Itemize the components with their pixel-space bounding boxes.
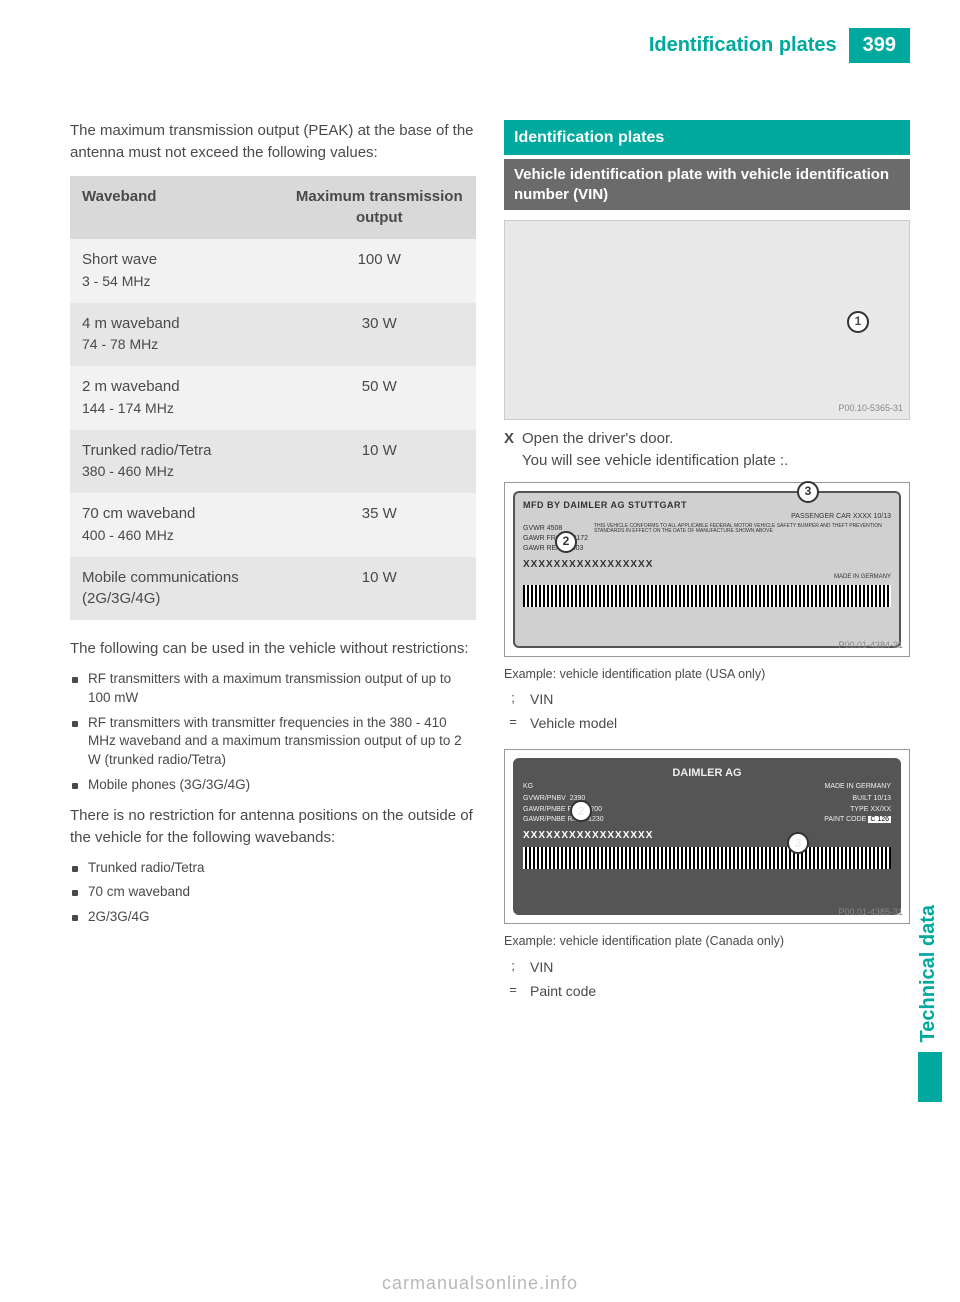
para-unrestricted: The following can be used in the vehicle… <box>70 638 476 660</box>
side-tab-label: Technical data <box>917 905 940 1042</box>
cell-label: 4 m waveband74 - 78 MHz <box>70 303 283 367</box>
cell-label: Short wave3 - 54 MHz <box>70 239 283 303</box>
barcode <box>523 847 891 869</box>
list-item: RF transmitters with transmitter frequen… <box>70 714 476 771</box>
bullet-list-1: RF transmitters with a maximum transmiss… <box>70 670 476 795</box>
footer-watermark: carmanualsonline.info <box>0 1273 960 1294</box>
table-row: Trunked radio/Tetra380 - 460 MHz 10 W <box>70 430 476 494</box>
figure-door: 1 P00.10-5365-31 <box>504 220 910 420</box>
legend-item: =Paint code <box>504 981 910 1001</box>
waveband-table: Waveband Maximum transmission output Sho… <box>70 176 476 621</box>
page: Identification plates 399 The maximum tr… <box>0 0 960 1302</box>
list-item: Trunked radio/Tetra <box>70 859 476 878</box>
th-output: Maximum transmission output <box>283 176 476 240</box>
intro-text: The maximum transmission output (PEAK) a… <box>70 120 476 164</box>
th-waveband: Waveband <box>70 176 283 240</box>
callout-3: 3 <box>797 481 819 503</box>
bullet-list-2: Trunked radio/Tetra 70 cm waveband 2G/3G… <box>70 859 476 928</box>
legend-item: =Vehicle model <box>504 713 910 733</box>
table-row: 70 cm waveband400 - 460 MHz 35 W <box>70 493 476 557</box>
figure-ref: P00.01-4385-31 <box>838 906 903 919</box>
cell-label: 2 m waveband144 - 174 MHz <box>70 366 283 430</box>
para-antenna: There is no restriction for antenna posi… <box>70 805 476 849</box>
callout-1: 1 <box>847 311 869 333</box>
header-page-number: 399 <box>849 28 910 63</box>
table-header-row: Waveband Maximum transmission output <box>70 176 476 240</box>
cell-value: 35 W <box>283 493 476 557</box>
caption-usa: Example: vehicle identification plate (U… <box>504 665 910 683</box>
callout-2: 2 <box>555 531 577 553</box>
table-row: Mobile communications (2G/3G/4G) 10 W <box>70 557 476 621</box>
barcode <box>523 585 891 607</box>
cell-value: 100 W <box>283 239 476 303</box>
figure-plate-usa: 3 2 MFD BY DAIMLER AG STUTTGART PASSENGE… <box>504 482 910 657</box>
section-title: Identification plates <box>504 120 910 155</box>
right-column: Identification plates Vehicle identifica… <box>504 120 910 1005</box>
figure-ref: P00.01-4384-31 <box>838 639 903 652</box>
step-text: Open the driver's door. You will see veh… <box>522 428 788 472</box>
plate-usa: 3 2 MFD BY DAIMLER AG STUTTGART PASSENGE… <box>513 491 901 648</box>
step-marker-icon: X <box>504 428 514 472</box>
cell-value: 50 W <box>283 366 476 430</box>
legend-item: ;VIN <box>504 689 910 709</box>
page-header: Identification plates 399 <box>649 28 910 63</box>
list-item: RF transmitters with a maximum transmiss… <box>70 670 476 708</box>
figure-plate-canada: 2 3 DAIMLER AG KGMADE IN GERMANY GVWR/PN… <box>504 749 910 924</box>
list-item: 2G/3G/4G <box>70 908 476 927</box>
legend-item: ;VIN <box>504 957 910 977</box>
table-row: 4 m waveband74 - 78 MHz 30 W <box>70 303 476 367</box>
table-row: 2 m waveband144 - 174 MHz 50 W <box>70 366 476 430</box>
subsection-title: Vehicle identification plate with vehicl… <box>504 159 910 210</box>
left-column: The maximum transmission output (PEAK) a… <box>70 120 476 1005</box>
figure-ref: P00.10-5365-31 <box>838 402 903 415</box>
cell-label: Mobile communications (2G/3G/4G) <box>70 557 283 621</box>
table-row: Short wave3 - 54 MHz 100 W <box>70 239 476 303</box>
cell-label: Trunked radio/Tetra380 - 460 MHz <box>70 430 283 494</box>
plate-canada: 2 3 DAIMLER AG KGMADE IN GERMANY GVWR/PN… <box>513 758 901 915</box>
cell-value: 30 W <box>283 303 476 367</box>
cell-value: 10 W <box>283 557 476 621</box>
caption-canada: Example: vehicle identification plate (C… <box>504 932 910 950</box>
list-item: Mobile phones (3G/3G/4G) <box>70 776 476 795</box>
content-columns: The maximum transmission output (PEAK) a… <box>70 120 910 1005</box>
cell-value: 10 W <box>283 430 476 494</box>
side-tab-block <box>918 1052 942 1102</box>
header-title: Identification plates <box>649 28 849 63</box>
cell-label: 70 cm waveband400 - 460 MHz <box>70 493 283 557</box>
list-item: 70 cm waveband <box>70 883 476 902</box>
step-open-door: X Open the driver's door. You will see v… <box>504 428 910 472</box>
